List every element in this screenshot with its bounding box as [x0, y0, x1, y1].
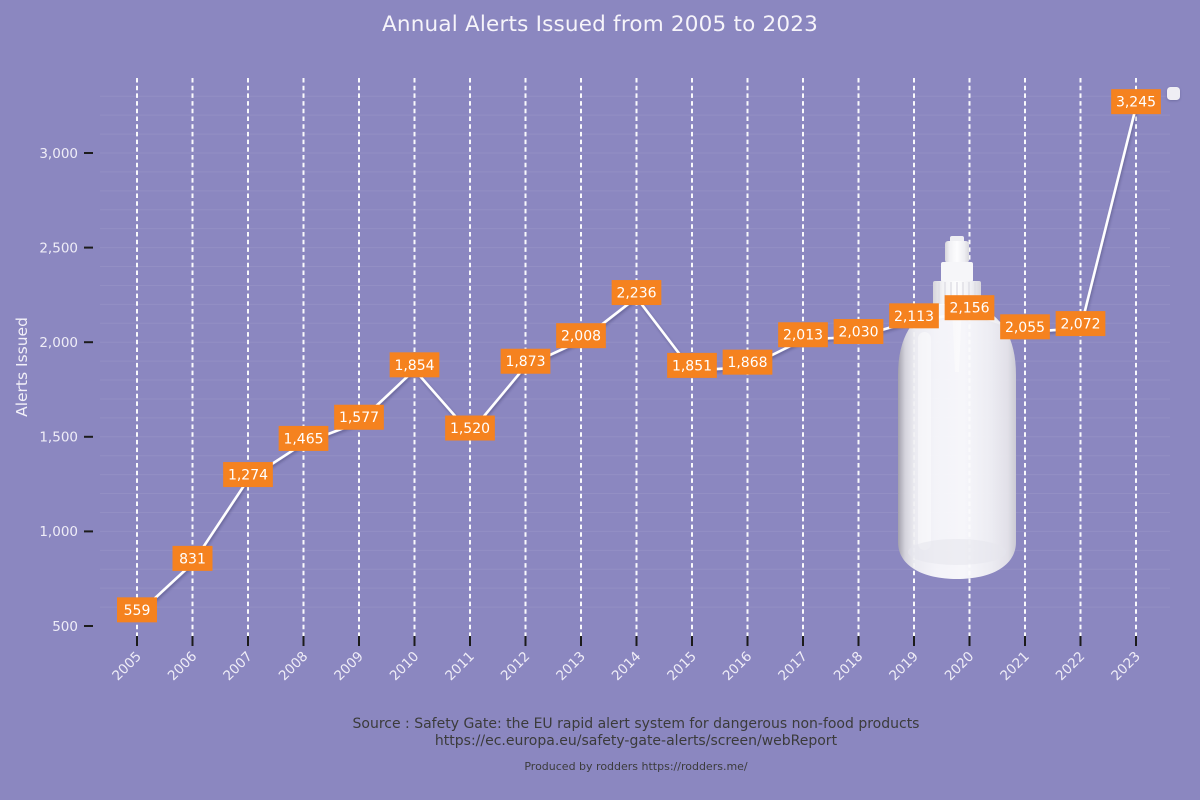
- value-label-text: 3,245: [1116, 95, 1156, 111]
- value-label: 3,245: [1111, 89, 1161, 115]
- value-label: 2,008: [556, 323, 606, 349]
- value-label-box: [445, 415, 495, 441]
- value-label-box: [556, 323, 606, 349]
- value-label: 2,072: [1055, 311, 1106, 337]
- x-tick-label: 2017: [775, 649, 811, 685]
- bottle-body: [898, 304, 1016, 579]
- source-line-2: https://ec.europa.eu/safety-gate-alerts/…: [434, 733, 838, 749]
- value-label-box: [223, 462, 273, 488]
- value-label-box: [944, 295, 995, 321]
- value-label: 1,873: [500, 348, 551, 374]
- x-tick-label: 2009: [331, 649, 367, 685]
- bottle-nozzle: [945, 241, 969, 263]
- value-label-box: [611, 280, 662, 306]
- value-label: 559: [117, 597, 157, 623]
- value-label-box: [889, 303, 939, 329]
- value-label: 2,113: [889, 303, 939, 329]
- value-label: 1,868: [722, 349, 773, 375]
- value-label: 1,274: [223, 462, 273, 488]
- source-line-1: Source : Safety Gate: the EU rapid alert…: [352, 716, 920, 732]
- value-label: 2,013: [778, 322, 828, 348]
- y-tick-label: 500: [52, 619, 78, 635]
- x-tick-label: 2018: [831, 649, 867, 685]
- x-tick-label: 2023: [1108, 649, 1144, 685]
- value-label: 1,465: [278, 425, 329, 451]
- value-label: 2,055: [1000, 314, 1050, 340]
- x-tick-label: 2011: [442, 649, 478, 685]
- x-tick-label: 2016: [720, 649, 756, 685]
- x-tick-label: 2005: [109, 649, 145, 685]
- value-label-text: 1,577: [339, 410, 379, 426]
- axis-ticks: [84, 152, 1137, 646]
- value-label-box: [117, 597, 157, 623]
- value-label-text: 831: [179, 551, 206, 567]
- value-label-text: 1,520: [450, 421, 490, 437]
- value-label: 831: [172, 545, 213, 571]
- value-label: 2,236: [611, 280, 662, 306]
- bottle-base-shading: [908, 539, 1006, 565]
- x-tick-label: 2014: [609, 649, 645, 685]
- value-label-box: [833, 319, 884, 345]
- value-label: 1,520: [445, 415, 495, 441]
- value-label-box: [667, 352, 717, 378]
- x-tick-label: 2006: [165, 649, 201, 685]
- value-label-box: [389, 352, 440, 378]
- y-tick-label: 2,000: [39, 335, 78, 351]
- value-label: 1,577: [334, 404, 384, 430]
- value-label-text: 2,030: [838, 325, 878, 341]
- x-tick-label: 2012: [498, 649, 534, 685]
- value-label-box: [722, 349, 773, 375]
- value-label-text: 1,868: [727, 355, 767, 371]
- bottle-highlight: [918, 332, 931, 550]
- value-label-box: [1055, 311, 1106, 337]
- value-label-text: 2,113: [894, 309, 934, 325]
- x-tick-label: 2019: [886, 649, 922, 685]
- x-tick-label: 2008: [276, 649, 312, 685]
- legend-marker: [1167, 87, 1180, 100]
- value-label-text: 559: [124, 603, 151, 619]
- value-label-text: 2,072: [1060, 317, 1100, 333]
- value-label-text: 2,055: [1005, 320, 1045, 336]
- x-tick-label: 2015: [664, 649, 700, 685]
- y-tick-label: 2,500: [39, 240, 78, 256]
- y-tick-label: 3,000: [39, 146, 78, 162]
- spray-bottle-image: [898, 236, 1016, 579]
- x-tick-label: 2013: [553, 649, 589, 685]
- value-label-text: 1,851: [672, 358, 712, 374]
- x-tick-label: 2022: [1053, 649, 1089, 685]
- value-label: 1,854: [389, 352, 440, 378]
- value-label-box: [778, 322, 828, 348]
- value-label-box: [1000, 314, 1050, 340]
- chart-title: Annual Alerts Issued from 2005 to 2023: [381, 12, 818, 37]
- x-tick-label: 2007: [220, 649, 256, 685]
- value-label-text: 2,236: [616, 286, 656, 302]
- value-label-box: [278, 425, 329, 451]
- value-label: 2,030: [833, 319, 884, 345]
- bottle-collar: [941, 262, 973, 282]
- value-label-box: [172, 545, 213, 571]
- x-tick-label: 2010: [387, 649, 423, 685]
- value-label-text: 1,854: [394, 358, 434, 374]
- produced-by-credit: Produced by rodders https://rodders.me/: [524, 760, 748, 773]
- value-label-text: 1,274: [228, 468, 268, 484]
- value-label-text: 1,465: [283, 431, 323, 447]
- value-label: 2,156: [944, 295, 995, 321]
- value-label-text: 2,008: [561, 329, 601, 345]
- x-tick-label: 2021: [997, 649, 1033, 685]
- value-labels: 559 831 1,274 1,465 1,577 1,854 1,520 1,873 2,00…: [117, 89, 1161, 623]
- value-label-box: [500, 348, 551, 374]
- value-label-box: [334, 404, 384, 430]
- value-label-text: 2,156: [949, 301, 989, 317]
- value-label-box: [1111, 89, 1161, 115]
- y-tick-label: 1,500: [39, 430, 78, 446]
- value-label-text: 2,013: [783, 328, 823, 344]
- y-tick-label: 1,000: [39, 524, 78, 540]
- x-tick-label: 2020: [942, 649, 978, 685]
- value-label: 1,851: [667, 352, 717, 378]
- bottle-cap-ribs: [938, 282, 976, 304]
- value-label-text: 1,873: [505, 354, 545, 370]
